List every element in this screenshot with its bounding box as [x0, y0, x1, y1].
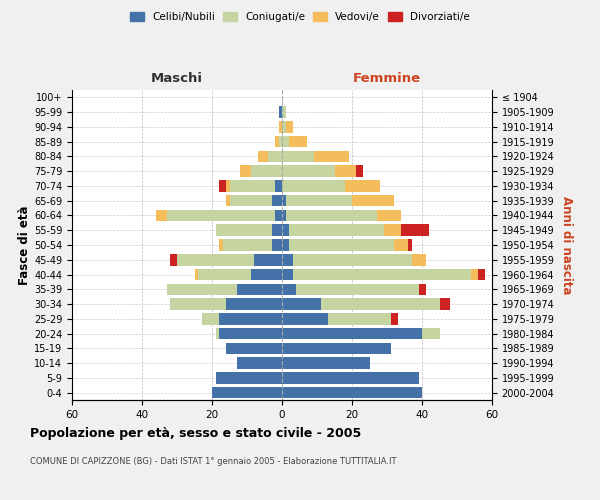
- Bar: [377, 210, 401, 221]
- Bar: [289, 224, 383, 236]
- Bar: [202, 313, 219, 324]
- Bar: [282, 180, 345, 192]
- Bar: [286, 210, 377, 221]
- Bar: [236, 358, 282, 369]
- Bar: [289, 239, 394, 251]
- Bar: [408, 239, 412, 251]
- Bar: [236, 284, 282, 295]
- Bar: [229, 195, 271, 206]
- Bar: [286, 121, 293, 132]
- Bar: [383, 224, 401, 236]
- Bar: [170, 298, 226, 310]
- Bar: [282, 372, 419, 384]
- Bar: [282, 106, 286, 118]
- Bar: [286, 195, 352, 206]
- Bar: [219, 239, 223, 251]
- Bar: [394, 239, 408, 251]
- Bar: [282, 298, 320, 310]
- Bar: [282, 269, 293, 280]
- Bar: [278, 106, 282, 118]
- Bar: [226, 342, 282, 354]
- Bar: [167, 210, 275, 221]
- Bar: [282, 121, 286, 132]
- Bar: [282, 313, 328, 324]
- Text: Popolazione per età, sesso e stato civile - 2005: Popolazione per età, sesso e stato civil…: [30, 428, 361, 440]
- Bar: [271, 224, 282, 236]
- Bar: [293, 269, 471, 280]
- Text: Maschi: Maschi: [151, 72, 203, 85]
- Bar: [194, 269, 198, 280]
- Bar: [282, 387, 422, 398]
- Text: Femmine: Femmine: [353, 72, 421, 85]
- Bar: [412, 254, 425, 266]
- Bar: [251, 269, 282, 280]
- Bar: [177, 254, 254, 266]
- Y-axis label: Anni di nascita: Anni di nascita: [560, 196, 573, 294]
- Bar: [278, 136, 282, 147]
- Bar: [352, 195, 394, 206]
- Bar: [282, 166, 335, 177]
- Bar: [240, 166, 251, 177]
- Bar: [254, 254, 282, 266]
- Bar: [275, 136, 278, 147]
- Legend: Celibi/Nubili, Coniugati/e, Vedovi/e, Divorziati/e: Celibi/Nubili, Coniugati/e, Vedovi/e, Di…: [126, 8, 474, 26]
- Bar: [335, 166, 355, 177]
- Bar: [296, 284, 419, 295]
- Bar: [275, 210, 282, 221]
- Bar: [275, 180, 282, 192]
- Bar: [282, 136, 289, 147]
- Bar: [282, 210, 286, 221]
- Bar: [282, 224, 289, 236]
- Bar: [198, 269, 251, 280]
- Bar: [320, 298, 439, 310]
- Bar: [328, 313, 391, 324]
- Bar: [289, 136, 307, 147]
- Bar: [293, 254, 412, 266]
- Bar: [271, 195, 282, 206]
- Bar: [422, 328, 439, 340]
- Bar: [478, 269, 485, 280]
- Bar: [282, 358, 370, 369]
- Bar: [471, 269, 478, 280]
- Bar: [282, 239, 289, 251]
- Bar: [282, 150, 314, 162]
- Bar: [401, 224, 429, 236]
- Bar: [282, 284, 296, 295]
- Bar: [156, 210, 167, 221]
- Bar: [226, 180, 229, 192]
- Bar: [212, 387, 282, 398]
- Bar: [282, 328, 422, 340]
- Bar: [355, 166, 362, 177]
- Bar: [345, 180, 380, 192]
- Bar: [219, 180, 226, 192]
- Bar: [167, 284, 236, 295]
- Bar: [251, 166, 282, 177]
- Bar: [271, 239, 282, 251]
- Bar: [257, 150, 268, 162]
- Bar: [226, 195, 229, 206]
- Bar: [215, 328, 219, 340]
- Bar: [282, 195, 286, 206]
- Bar: [282, 254, 293, 266]
- Bar: [219, 313, 282, 324]
- Bar: [439, 298, 450, 310]
- Bar: [314, 150, 349, 162]
- Bar: [419, 284, 425, 295]
- Bar: [391, 313, 398, 324]
- Bar: [215, 372, 282, 384]
- Bar: [278, 121, 282, 132]
- Bar: [226, 298, 282, 310]
- Bar: [215, 224, 271, 236]
- Text: COMUNE DI CAPIZZONE (BG) - Dati ISTAT 1° gennaio 2005 - Elaborazione TUTTITALIA.: COMUNE DI CAPIZZONE (BG) - Dati ISTAT 1°…: [30, 458, 397, 466]
- Bar: [223, 239, 271, 251]
- Y-axis label: Fasce di età: Fasce di età: [18, 205, 31, 284]
- Bar: [282, 342, 391, 354]
- Bar: [170, 254, 177, 266]
- Bar: [229, 180, 275, 192]
- Bar: [219, 328, 282, 340]
- Bar: [268, 150, 282, 162]
